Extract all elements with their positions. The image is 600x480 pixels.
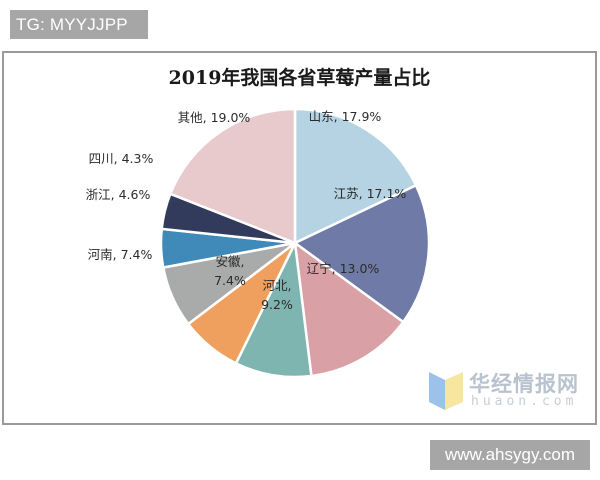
slice-label: 安徽, 7.4% [214,254,246,288]
slice-label: 其他, 19.0% [178,110,251,125]
slice-label: 河南, 7.4% [88,247,153,262]
logo-mark-icon [429,372,463,410]
chart-title: 2019年我国各省草莓产量占比 [168,67,431,89]
pie-slice-2 [293,240,405,378]
logo-name-en: huaon.com [471,394,578,409]
watermark-bottom-right: www.ahsygy.com [430,440,590,470]
pie-slice-1 [292,183,431,324]
slice-label: 四川, 4.3% [89,151,154,166]
slice-label: 辽宁, 13.0% [307,261,380,276]
chart-frame: 2019年我国各省草莓产量占比 山东, 17.9% 江苏, 17.1% 辽宁, 13… [2,51,597,425]
slice-label: 浙江, 4.6% [86,187,151,202]
slice-label: 河北, 9.2% [261,278,293,312]
pie-slice-0 [293,107,418,245]
slice-label: 江苏, 17.1% [334,186,407,201]
slice-label: 山东, 17.9% [309,109,382,124]
logo-name-cn: 华经情报网 [469,373,579,396]
pie-chart: 山东, 17.9% 江苏, 17.1% 辽宁, 13.0% 河北, 9.2% 安徽, 7.4… [86,107,431,379]
watermark-top-left: TG: MYYJJPP [10,10,148,39]
pie-slice-3 [234,238,313,379]
huaon-logo: 华经情报网 huaon.com [429,368,589,418]
pie-slice-8 [168,107,297,245]
